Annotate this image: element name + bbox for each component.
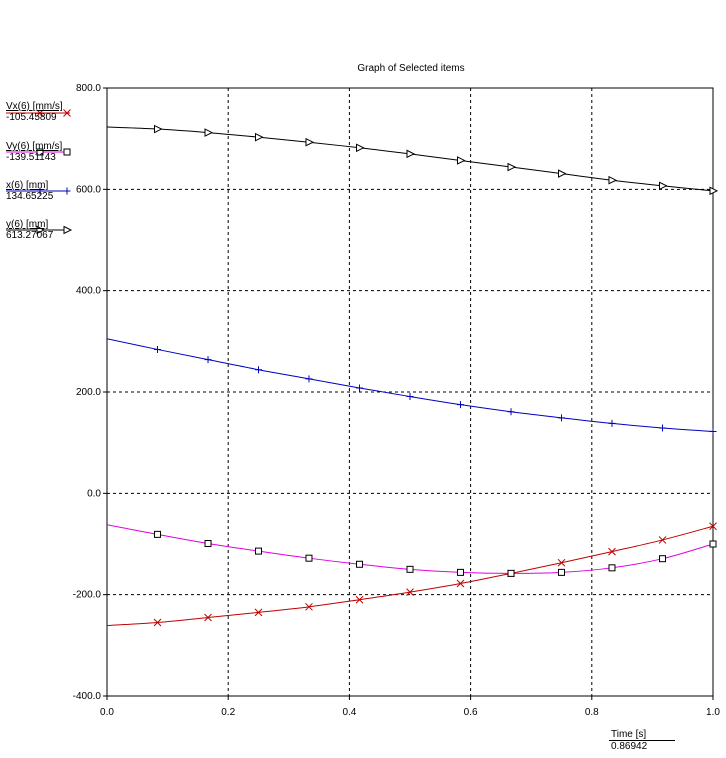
data-point xyxy=(406,588,414,596)
series-line xyxy=(106,525,714,627)
data-point xyxy=(356,384,364,392)
series-3 xyxy=(106,124,719,196)
data-point xyxy=(153,345,161,353)
series-line xyxy=(106,126,714,192)
data-point xyxy=(255,547,262,555)
data-point xyxy=(36,109,44,117)
data-point xyxy=(63,109,71,117)
data-point xyxy=(608,419,616,427)
data-point xyxy=(557,558,566,567)
y-tick-label: 200.0 xyxy=(76,387,101,398)
data-point xyxy=(153,618,162,627)
legend-entry-vx[interactable]: Vx(6) [mm/s] -105.45809 xyxy=(6,101,63,123)
data-point xyxy=(305,554,313,562)
legend-entry-x[interactable]: x(6) [mm] 134.65225 xyxy=(6,180,53,202)
legend-label: Vx(6) [mm/s] xyxy=(6,101,63,112)
data-point xyxy=(204,128,214,137)
data-point xyxy=(406,149,416,159)
data-point xyxy=(204,613,212,622)
legend-label: Vy(6) [mm/s] xyxy=(6,141,63,152)
x-tick-label: 0.6 xyxy=(464,707,478,718)
data-point xyxy=(356,560,364,568)
series-1 xyxy=(106,524,717,577)
series-layer xyxy=(106,124,719,627)
data-point xyxy=(406,565,414,573)
data-point xyxy=(255,366,262,374)
data-point xyxy=(204,539,212,547)
x-axis-label-rule xyxy=(609,740,675,741)
data-point xyxy=(63,148,71,156)
y-tick-label: 400.0 xyxy=(76,286,101,297)
grid xyxy=(107,88,713,696)
data-point xyxy=(659,424,667,432)
data-point xyxy=(658,536,667,544)
legend-entry-y[interactable]: y(6) [mm] 613.27067 xyxy=(6,219,53,241)
data-point xyxy=(709,186,719,196)
y-tick-label: 600.0 xyxy=(76,184,101,195)
data-point xyxy=(709,428,717,436)
data-point xyxy=(355,595,364,604)
y-tick-label: -200.0 xyxy=(73,590,102,601)
data-point xyxy=(36,187,44,195)
y-tick-label: 800.0 xyxy=(76,83,101,94)
data-point xyxy=(558,414,565,422)
data-point xyxy=(558,568,565,576)
data-point xyxy=(63,225,73,235)
data-point xyxy=(153,530,161,538)
data-point xyxy=(608,547,616,556)
data-point xyxy=(153,124,163,134)
data-point xyxy=(204,356,212,364)
axis-ticks: 0.0 0.2 0.4 0.6 0.8 1.0 -400.0 -200.0 0.0 200.0 40… xyxy=(73,83,721,718)
data-point xyxy=(36,148,44,156)
x-tick-label: 0.2 xyxy=(221,707,235,718)
data-point xyxy=(608,175,618,185)
legend-label: x(6) [mm] xyxy=(6,180,49,191)
y-tick-label: -400.0 xyxy=(73,691,102,702)
legend-readout: -105.45809 xyxy=(6,112,57,123)
x-axis-readout: 0.86942 xyxy=(611,741,648,752)
legend-samples xyxy=(6,109,73,235)
data-point xyxy=(456,401,464,409)
data-point xyxy=(507,408,515,416)
data-point xyxy=(456,579,465,588)
data-point xyxy=(659,555,667,563)
data-point xyxy=(558,169,567,178)
data-point xyxy=(456,568,464,576)
data-point xyxy=(305,137,315,147)
data-point xyxy=(709,540,717,548)
data-point xyxy=(356,143,365,153)
data-point xyxy=(659,181,668,191)
legend-entry-vy[interactable]: Vy(6) [mm/s] -139.51143 xyxy=(6,141,62,163)
data-point xyxy=(608,564,616,572)
data-point xyxy=(456,156,466,165)
legend-readout: -139.51143 xyxy=(6,152,56,163)
chart-title: Graph of Selected items xyxy=(357,63,464,74)
x-tick-label: 0.4 xyxy=(342,707,356,718)
data-point xyxy=(305,602,313,611)
legend-label: y(6) [mm] xyxy=(6,219,49,230)
data-point xyxy=(406,393,414,401)
legend-readout: 613.27067 xyxy=(6,230,54,241)
x-tick-label: 0.8 xyxy=(585,707,599,718)
data-point xyxy=(709,522,717,531)
x-tick-label: 1.0 xyxy=(706,707,720,718)
data-point xyxy=(254,608,263,617)
series-2 xyxy=(106,338,717,436)
data-point xyxy=(507,569,515,577)
x-axis-label: Time [s] xyxy=(611,729,647,740)
series-0 xyxy=(106,522,717,627)
data-point xyxy=(507,162,517,172)
series-line xyxy=(106,338,714,433)
data-point xyxy=(255,132,264,142)
data-point xyxy=(36,225,46,235)
legend-readout: 134.65225 xyxy=(6,191,54,202)
data-point xyxy=(63,187,71,195)
data-point xyxy=(305,375,313,383)
y-tick-label: 0.0 xyxy=(87,488,101,499)
x-tick-label: 0.0 xyxy=(100,707,114,718)
x-axis-label-box: Time [s] 0.86942 xyxy=(609,729,675,752)
